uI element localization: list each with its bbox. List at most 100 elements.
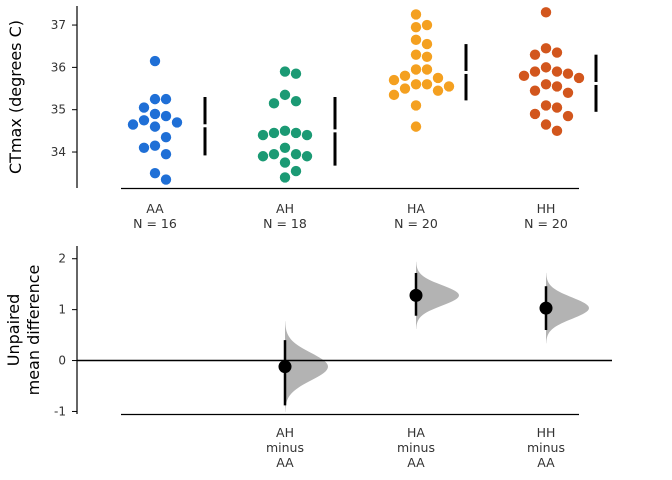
comparison-label-ah-line-3: AA [276,455,294,470]
swarm-point-ah [279,89,291,101]
swarm-point-hh [529,108,541,120]
swarm-point-hh [529,49,541,60]
swarm-point-hh [529,85,541,96]
bootstrap-distribution-hh [546,272,589,344]
swarm-point-aa [160,174,172,185]
swarm-point-aa [127,119,139,130]
swarm-point-hh [573,72,585,84]
swarm-point-ah [279,66,291,77]
group-label-hh: HH [537,201,556,216]
comparison-label-ha-line-1: HA [407,425,425,440]
swarm-point-hh [551,125,563,137]
swarm-point-hh [551,66,563,77]
group-n-ah: N = 18 [263,216,307,231]
bootstrap-distribution-ah [285,321,328,413]
swarm-point-ha [410,9,422,20]
swarm-point-ah [290,127,302,139]
swarm-point-aa [149,93,161,105]
swarm-point-hh [562,110,574,122]
swarm-point-aa [149,140,161,151]
swarm-point-hh [540,62,552,73]
top-y-tick-label: 35 [51,103,66,117]
swarm-point-hh [551,47,563,58]
swarm-point-ha [410,21,422,33]
bottom-y-tick-label: -1 [54,404,66,418]
top-y-tick-label: 37 [51,18,66,32]
swarm-point-ha [388,74,400,86]
swarm-point-aa [171,117,183,128]
swarm-point-ah [301,129,313,141]
top-x-axis-labels: AA N = 16 AH N = 18 HA N = 20 HH N = 20 [133,201,568,231]
swarm-point-hh [540,43,552,54]
swarm-point-ha [410,100,422,111]
swarm-point-hh [540,100,552,111]
swarm-point-hh [540,119,552,130]
comparison-label-hh-line-2: minus [527,440,565,455]
swarm-point-aa [160,132,172,143]
swarm-point-hh [529,66,541,77]
group-n-aa: N = 16 [133,216,177,231]
comparison-label-hh-line-3: AA [537,455,555,470]
swarm-point-ah [290,148,302,160]
swarm-point-aa [160,148,172,160]
group-label-ha: HA [407,201,425,216]
comparison-label-ah-line-2: minus [266,440,304,455]
mean-difference-point-hh [539,301,553,315]
swarm-point-ah [290,96,302,107]
bottom-y-axis-title-line-1: Unpaired [4,294,23,366]
swarm-point-ha [432,85,444,96]
swarm-point-aa [149,167,161,179]
comparison-label-hh-line-1: HH [537,425,556,440]
swarm-point-aa [138,142,150,153]
swarm-point-ha [399,70,411,82]
group-n-ha: N = 20 [394,216,438,231]
swarm-point-hh [540,7,552,18]
group-summary-bars [203,44,598,166]
bottom-effect-size-plot: -1 0 1 2 Unpaired mean difference AH minus … [4,246,612,470]
swarm-point-hh [518,70,530,82]
swarm-point-hh [551,81,563,92]
swarm-point-aa [138,102,150,113]
swarm-point-ha [421,19,433,31]
swarm-point-ah [290,165,302,177]
swarm-point-aa [149,55,161,67]
swarm-point-ah [279,157,291,168]
swarm-point-aa [160,93,172,105]
swarm-point-ah [257,129,269,141]
bottom-y-tick-label: 0 [58,354,66,368]
swarm-point-ha [410,64,422,75]
comparison-label-ha-line-2: minus [397,440,435,455]
top-swarm-plot: 34 35 36 37 CTmax (degrees C) AA N = 16 AH … [6,6,598,231]
swarm-point-aa [149,121,161,132]
mean-difference-point-ha [409,288,423,302]
comparison-label-ha-line-3: AA [407,455,425,470]
swarm-point-ah [301,151,313,162]
swarm-point-aa [160,110,172,122]
swarm-point-hh [562,87,574,98]
effect-size-marks [278,272,553,406]
swarm-point-ah [268,127,280,139]
swarm-point-ha [432,72,444,84]
swarm-point-ha [421,51,433,62]
swarm-point-aa [138,115,150,126]
bootstrap-distributions [285,261,589,413]
swarm-point-ah [257,151,269,162]
swarm-point-ha [410,121,422,132]
swarm-points [127,7,585,185]
swarm-point-ha [421,64,433,75]
swarm-point-ah [268,98,280,109]
group-n-hh: N = 20 [524,216,568,231]
swarm-point-ha [399,83,411,94]
swarm-point-ha [421,79,433,90]
bootstrap-distribution-ha [416,261,459,329]
swarm-point-ah [290,68,302,79]
swarm-point-ha [421,38,433,50]
swarm-point-hh [562,68,574,79]
top-y-axis: 34 35 36 37 [51,6,78,188]
comparison-label-ah-line-1: AH [276,425,294,440]
group-label-aa: AA [146,201,164,216]
swarm-point-hh [540,79,552,90]
swarm-point-ah [279,142,291,153]
top-y-tick-label: 34 [51,145,66,159]
swarm-point-hh [551,102,563,113]
